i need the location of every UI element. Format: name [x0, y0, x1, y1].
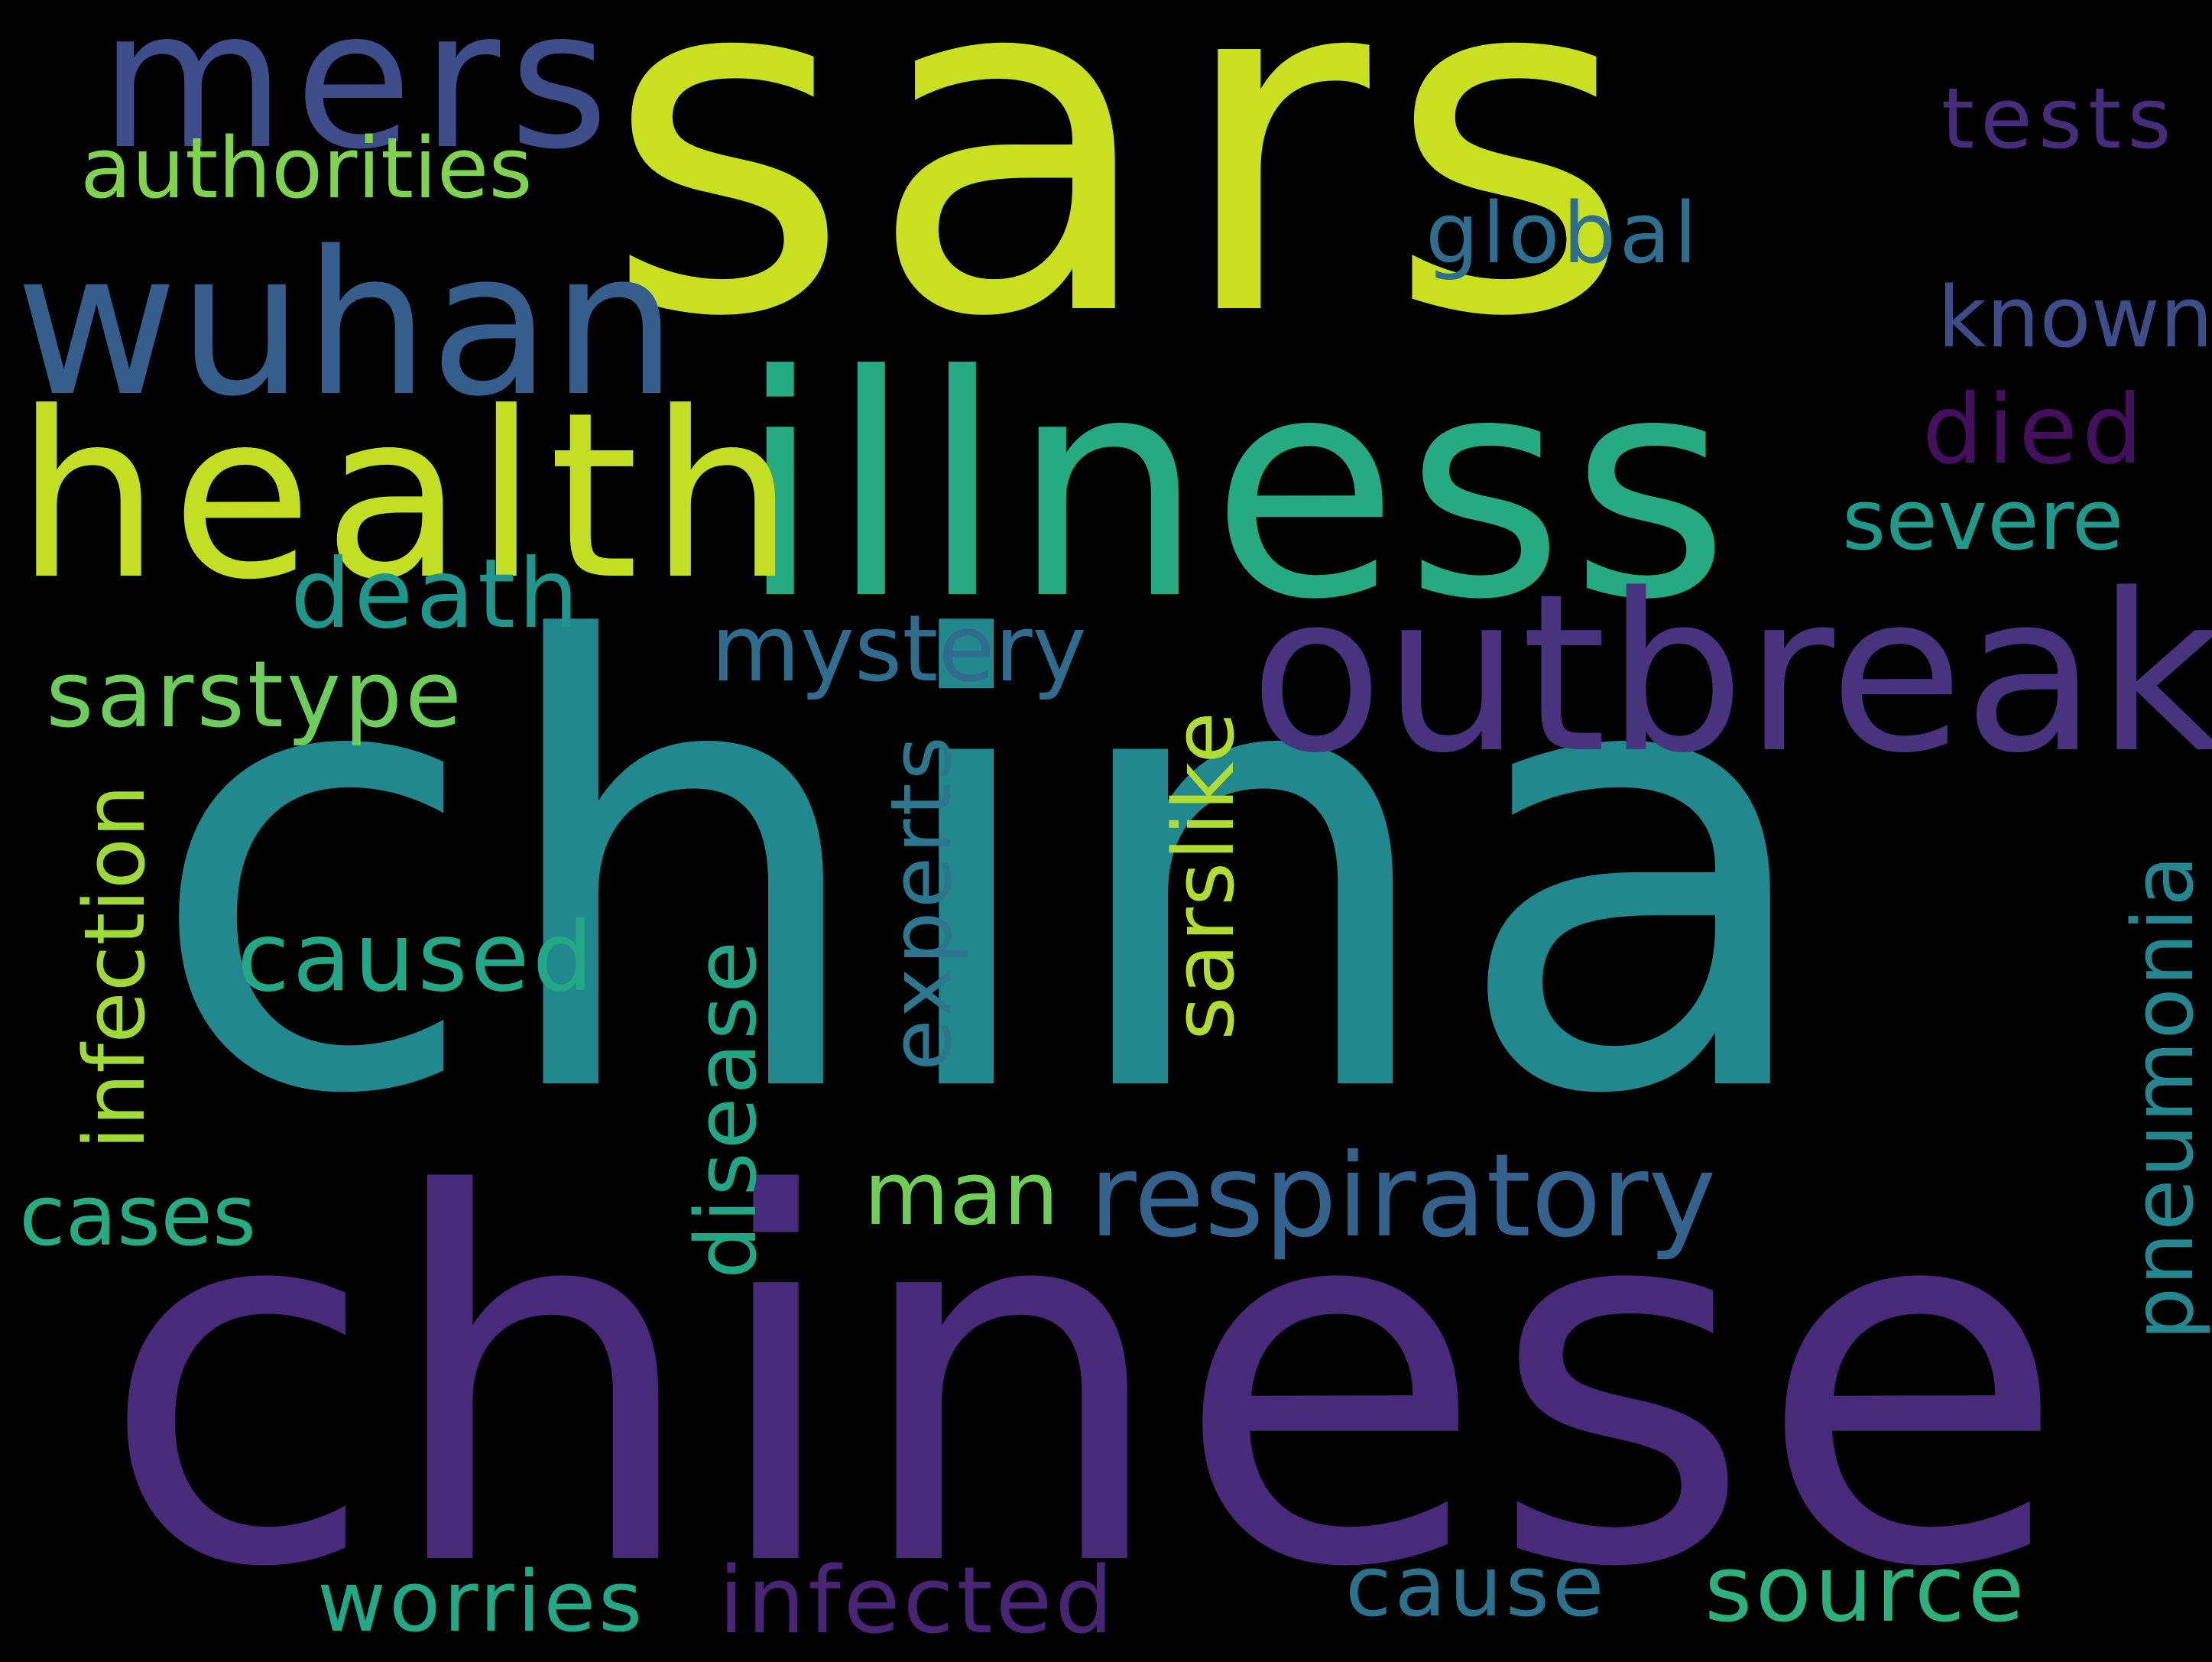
word-health: health — [15, 363, 806, 630]
word-tests: tests — [1941, 70, 2178, 167]
word-died: died — [1922, 375, 2148, 485]
word-mers: mers — [99, 0, 618, 191]
word-caused: caused — [237, 902, 596, 1013]
word-respiratory: respiratory — [1089, 1130, 1717, 1263]
word-disease: disease — [677, 938, 775, 1279]
word-china: china — [145, 515, 1832, 1228]
word-sars: sars — [604, 0, 1650, 420]
word-source: source — [1704, 1537, 2028, 1643]
word-cause: cause — [1345, 1537, 1607, 1635]
word-chinese: chinese — [99, 1089, 2072, 1662]
word-known: known — [1938, 268, 2212, 366]
word-authorities: authorities — [80, 119, 533, 217]
word-sarslike: sarslike — [1155, 710, 1253, 1040]
word-illness: illness — [738, 311, 1736, 667]
word-worries: worries — [317, 1553, 646, 1651]
word-outbreak: outbreak — [1250, 547, 2212, 801]
word-sarstype: sarstype — [46, 642, 465, 748]
word-infected: infected — [718, 1548, 1117, 1654]
word-death: death — [290, 539, 582, 650]
word-man: man — [864, 1143, 1059, 1245]
word-severe: severe — [1842, 471, 2124, 569]
word-infection: infection — [66, 784, 164, 1150]
word-cases: cases — [19, 1167, 257, 1264]
word-wuhan: wuhan — [15, 209, 678, 440]
word-mystery: mystery — [711, 596, 1087, 703]
word-pneumonia: pneumonia — [2114, 853, 2212, 1341]
word-global: global — [1425, 184, 1701, 282]
word-experts: experts — [872, 732, 970, 1072]
